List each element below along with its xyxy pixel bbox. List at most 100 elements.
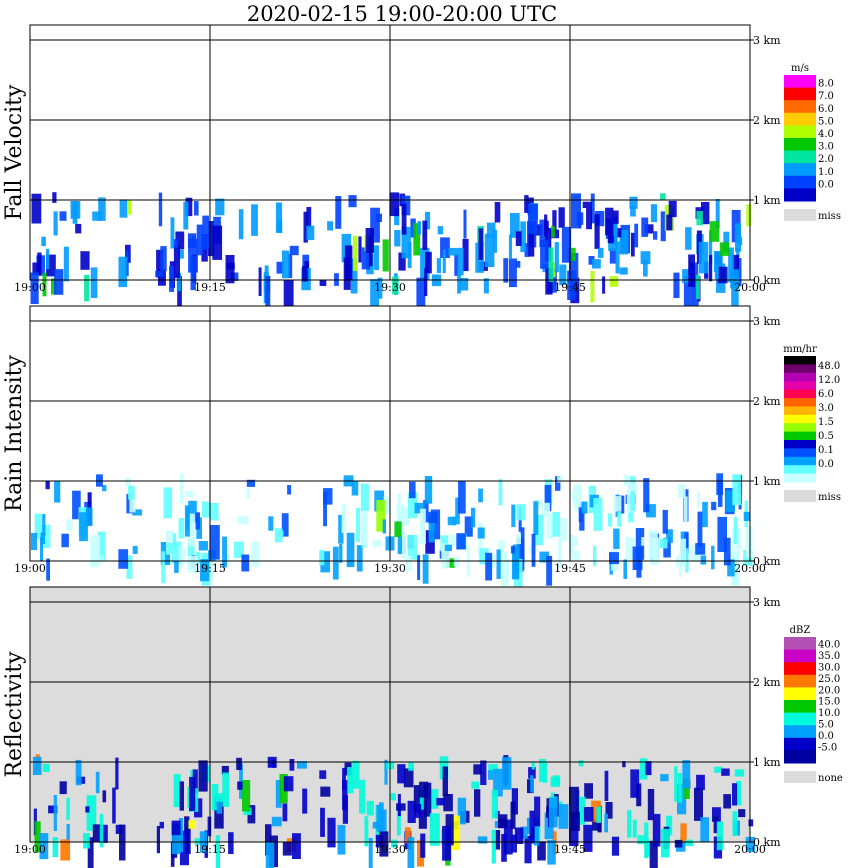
echo-cell (559, 518, 568, 542)
echo-cell (418, 792, 427, 829)
echo-cell (569, 786, 579, 818)
echo-cell (346, 532, 355, 568)
echo-cell (496, 549, 501, 579)
echo-cell (711, 501, 717, 511)
x-tick-label: 19:00 (14, 843, 46, 856)
echo-cell (696, 274, 700, 300)
legend-swatch (784, 372, 816, 382)
echo-cell (32, 262, 40, 275)
panel-1: Fall Velocity 19:00 19:15 19:30 19:45 20:000 … (2, 24, 841, 312)
echo-cell (238, 209, 244, 240)
echo-cell (226, 262, 235, 270)
echo-cell (132, 545, 138, 554)
echo-cell (552, 512, 560, 537)
echo-cell (233, 541, 244, 558)
echo-cell (660, 774, 669, 782)
legend-label: 35.0 (818, 651, 840, 662)
echo-cell (207, 816, 212, 837)
echo-cell (228, 832, 234, 854)
echo-cell (627, 810, 632, 838)
echo-cell (405, 827, 411, 844)
echo-cell (678, 483, 686, 498)
echo-cell (361, 247, 371, 270)
plot-frame (29, 305, 751, 562)
legend-label: -5.0 (818, 743, 837, 754)
legend-label: 6.0 (818, 389, 834, 400)
echo-cell (80, 251, 90, 270)
echo-cell (241, 554, 250, 572)
echo-cell (129, 489, 136, 513)
echo-cell (516, 537, 524, 573)
legend-missing-swatch (784, 771, 816, 783)
echo-cell (450, 815, 461, 851)
echo-cell (413, 223, 421, 256)
echo-cell (183, 201, 189, 230)
echo-cell (239, 763, 243, 799)
echo-cell (424, 476, 433, 504)
echo-cell (350, 258, 358, 294)
echo-cell (323, 488, 333, 505)
echo-cell (397, 493, 401, 527)
echo-cell (396, 803, 401, 836)
echo-cell (190, 255, 196, 291)
echo-cell (86, 795, 97, 831)
echo-cell (692, 278, 699, 309)
echo-cell (198, 760, 208, 792)
legend-swatch (784, 364, 816, 374)
echo-cell (520, 221, 526, 253)
panel-3: Reflectivity 19:00 19:15 19:30 19:45 20:000 k… (2, 586, 843, 868)
echo-cell (495, 830, 501, 850)
echo-cell (559, 264, 567, 286)
echo-cell (650, 204, 657, 223)
echo-cell (66, 797, 70, 820)
echo-cell (709, 230, 713, 264)
echo-cell (188, 555, 198, 574)
echo-cell (423, 782, 432, 817)
echo-cell (456, 533, 466, 550)
x-tick-label: 19:45 (554, 281, 586, 294)
echo-cell (239, 516, 249, 525)
echo-cell (392, 276, 399, 295)
echo-cell (375, 213, 382, 222)
echo-cell (419, 781, 429, 798)
echo-cell (85, 507, 93, 527)
echo-cell (604, 770, 609, 801)
echo-cell (319, 549, 325, 566)
echo-cell (713, 251, 723, 272)
echo-cell (674, 766, 678, 802)
echo-cell (195, 512, 200, 530)
echo-cell (683, 778, 690, 799)
echo-cell (608, 513, 613, 527)
echo-cell (212, 225, 223, 260)
echo-cell (424, 268, 428, 297)
echo-cell (422, 220, 428, 250)
echo-cell (112, 787, 116, 824)
echo-cell (372, 821, 379, 829)
echo-cell (428, 511, 438, 524)
echo-cell (512, 544, 520, 579)
echo-cell (45, 481, 50, 490)
echo-cell (327, 817, 336, 848)
echo-cell (711, 545, 715, 570)
echo-cell (337, 825, 346, 855)
legend-label: 1.0 (818, 167, 834, 178)
echo-cell (666, 214, 673, 231)
legend-swatch (784, 398, 816, 407)
echo-cell (609, 552, 619, 565)
legend-label: 8.0 (818, 79, 834, 90)
echo-cell (198, 541, 208, 551)
legend-swatch (784, 423, 816, 433)
echo-cell (417, 555, 421, 580)
echo-cell (617, 512, 622, 527)
echo-cell (619, 230, 629, 255)
echo-cell (173, 245, 180, 279)
echo-cell (441, 543, 450, 569)
echo-cell (202, 501, 210, 518)
echo-cell (372, 540, 382, 548)
legend-label: 48.0 (818, 361, 840, 372)
echo-cell (102, 485, 107, 492)
echo-cell (731, 550, 740, 586)
echo-cells (31, 473, 753, 594)
echo-cell (414, 803, 422, 818)
echo-cell (59, 211, 67, 221)
